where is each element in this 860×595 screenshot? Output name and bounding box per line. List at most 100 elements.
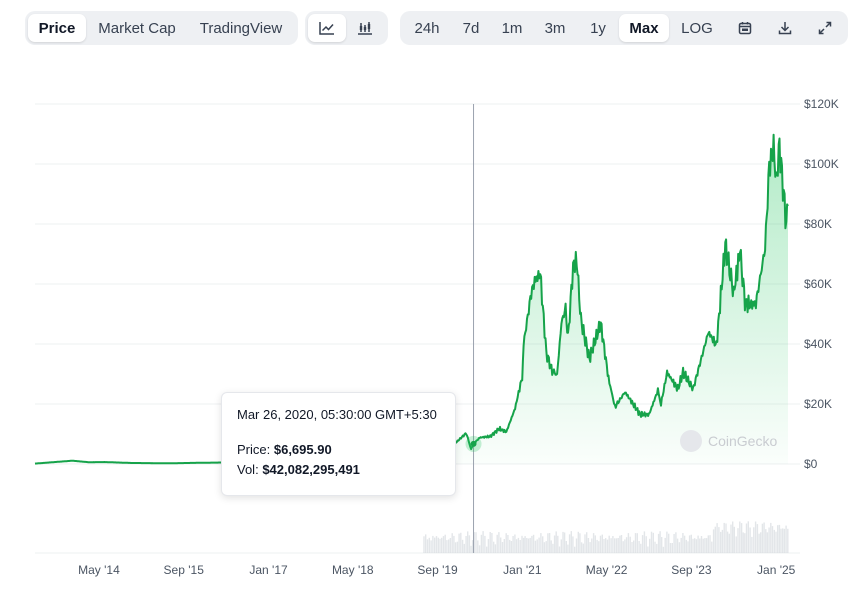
tooltip-vol-value: $42,082,295,491 bbox=[262, 462, 360, 477]
volume-bar bbox=[683, 535, 686, 553]
volume-bar bbox=[614, 538, 616, 553]
volume-bar bbox=[735, 536, 737, 553]
volume-bar bbox=[475, 532, 477, 553]
x-tick-label: Jan '17 bbox=[249, 563, 288, 577]
volume-bar bbox=[680, 537, 682, 553]
volume-bar bbox=[756, 524, 759, 553]
y-tick-label: $60K bbox=[804, 277, 832, 291]
y-tick-label: $0 bbox=[804, 457, 818, 471]
volume-bar bbox=[446, 540, 448, 553]
volume-bar bbox=[477, 540, 479, 553]
volume-bar bbox=[787, 528, 789, 553]
volume-bar bbox=[720, 531, 722, 553]
volume-bar bbox=[526, 538, 528, 553]
volume-bar bbox=[610, 538, 612, 553]
volume-bar bbox=[572, 536, 574, 553]
volume-bar bbox=[555, 531, 557, 553]
volume-bar bbox=[773, 529, 775, 553]
x-tick-label: Jan '21 bbox=[503, 563, 542, 577]
tab-tradingview[interactable]: TradingView bbox=[199, 19, 283, 37]
volume-bar bbox=[509, 539, 511, 553]
volume-bar bbox=[763, 522, 765, 553]
x-tick-label: May '14 bbox=[78, 563, 120, 577]
volume-bar bbox=[536, 539, 538, 553]
volume-bar bbox=[598, 541, 600, 553]
y-tick-label: $20K bbox=[804, 397, 832, 411]
x-tick-label: Sep '19 bbox=[417, 563, 458, 577]
download-icon bbox=[778, 22, 792, 35]
volume-bar bbox=[669, 543, 672, 553]
candlestick-chart-button[interactable] bbox=[346, 14, 384, 42]
tab-price[interactable]: Price bbox=[28, 14, 86, 42]
volume-bar bbox=[682, 533, 684, 553]
volume-bar bbox=[709, 535, 711, 553]
volume-bar bbox=[629, 536, 631, 553]
volume-bar bbox=[596, 539, 598, 553]
volume-bar bbox=[512, 536, 514, 553]
volume-bar bbox=[678, 542, 681, 553]
volume-bar bbox=[643, 531, 646, 553]
volume-bar bbox=[482, 531, 484, 553]
volume-bar bbox=[460, 532, 462, 553]
volume-bar bbox=[534, 540, 537, 553]
volume-bar bbox=[430, 540, 432, 553]
volume-bar bbox=[458, 533, 460, 553]
price-area bbox=[35, 134, 788, 464]
volume-bar bbox=[524, 536, 526, 553]
metric-tabs: Price Market Cap TradingView bbox=[25, 11, 298, 45]
volume-bar bbox=[700, 536, 703, 553]
line-chart-button[interactable] bbox=[308, 14, 346, 42]
volume-bar bbox=[634, 533, 637, 553]
range-7d[interactable]: 7d bbox=[462, 19, 480, 37]
range-1m[interactable]: 1m bbox=[501, 19, 523, 37]
volume-bar bbox=[439, 538, 441, 553]
volume-bar bbox=[521, 535, 523, 553]
volume-bar bbox=[775, 531, 777, 553]
volume-bar bbox=[586, 532, 588, 553]
volume-bar bbox=[425, 534, 427, 553]
volume-bar bbox=[692, 538, 694, 553]
volume-bar bbox=[577, 531, 579, 553]
range-log[interactable]: LOG bbox=[681, 19, 713, 37]
range-1y[interactable]: 1y bbox=[590, 19, 606, 37]
volume-bar bbox=[783, 528, 786, 553]
y-tick-label: $40K bbox=[804, 337, 832, 351]
candlestick-chart-icon bbox=[358, 22, 372, 35]
tab-market-cap[interactable]: Market Cap bbox=[98, 19, 176, 37]
range-24h[interactable]: 24h bbox=[414, 19, 440, 37]
volume-bar bbox=[591, 538, 593, 553]
calendar-button[interactable] bbox=[725, 14, 765, 42]
volume-bar bbox=[780, 528, 782, 553]
volume-bar bbox=[721, 529, 724, 553]
expand-button[interactable] bbox=[805, 14, 845, 42]
download-button[interactable] bbox=[765, 14, 805, 42]
volume-bar bbox=[697, 535, 699, 553]
volume-bar bbox=[785, 525, 787, 553]
x-tick-label: Sep '23 bbox=[671, 563, 712, 577]
volume-bar bbox=[656, 543, 658, 553]
range-max[interactable]: Max bbox=[619, 14, 669, 42]
volume-bar bbox=[543, 542, 546, 553]
volume-bar bbox=[749, 527, 751, 553]
volume-bar bbox=[606, 539, 609, 553]
volume-bar bbox=[619, 535, 621, 553]
coingecko-logo-icon bbox=[680, 430, 702, 452]
volume-bar bbox=[441, 537, 443, 553]
data-tooltip: Mar 26, 2020, 05:30:00 GMT+5:30 Price: $… bbox=[221, 392, 456, 496]
volume-bar bbox=[575, 538, 578, 553]
volume-bar bbox=[676, 538, 679, 553]
volume-bar bbox=[519, 540, 521, 553]
range-3m[interactable]: 3m bbox=[544, 19, 566, 37]
volume-bar bbox=[739, 521, 741, 553]
volume-bar bbox=[491, 533, 493, 553]
volume-bar bbox=[423, 536, 425, 553]
volume-bar bbox=[754, 521, 757, 553]
volume-bar bbox=[570, 531, 572, 553]
volume-bar bbox=[605, 538, 607, 553]
volume-bar bbox=[503, 539, 505, 553]
volume-bar bbox=[498, 532, 500, 553]
volume-bar bbox=[493, 541, 495, 553]
volume-bar bbox=[579, 533, 581, 553]
volume-bar bbox=[707, 535, 709, 553]
